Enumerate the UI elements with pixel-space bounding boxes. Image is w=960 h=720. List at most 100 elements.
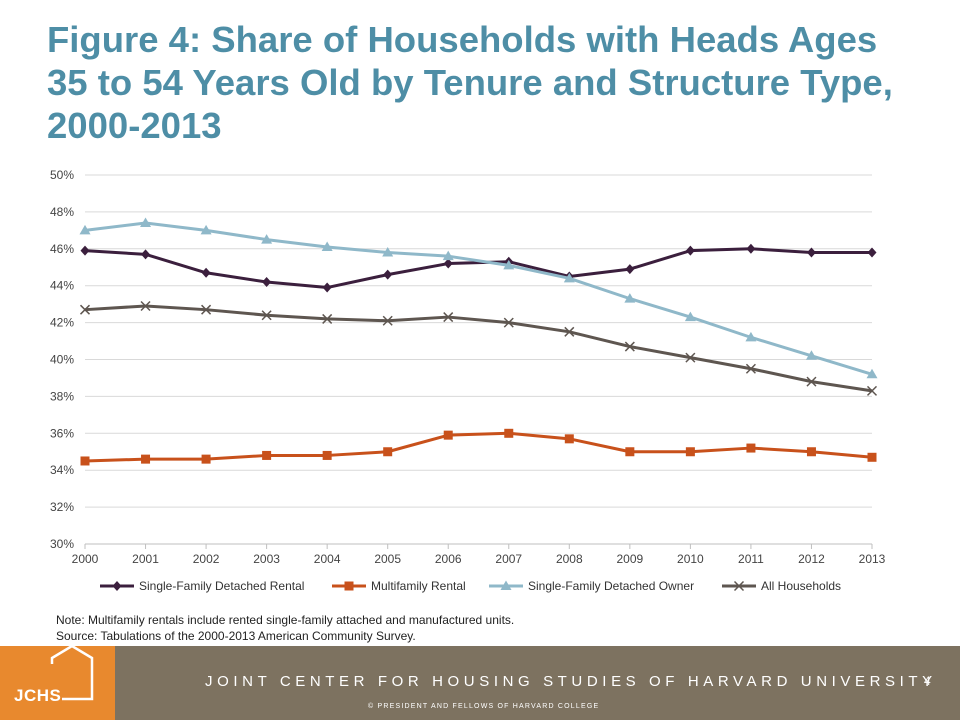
data-point <box>201 304 212 315</box>
x-tick-label: 2011 <box>738 552 764 566</box>
y-tick-label: 46% <box>50 242 74 256</box>
data-point <box>80 245 90 256</box>
data-point <box>685 447 695 457</box>
legend-marker <box>344 581 354 591</box>
data-point <box>745 331 757 342</box>
copyright-text: © PRESIDENT AND FELLOWS OF HARVARD COLLE… <box>368 703 600 710</box>
data-point <box>625 447 635 457</box>
x-tick-label: 2013 <box>859 552 886 566</box>
data-point <box>563 272 575 283</box>
data-point <box>442 250 454 261</box>
data-point <box>201 454 211 464</box>
y-tick-label: 36% <box>50 426 74 440</box>
data-point <box>79 224 91 235</box>
data-point <box>624 341 635 352</box>
data-point <box>141 249 151 260</box>
data-point <box>806 447 816 457</box>
y-tick-label: 48% <box>50 205 74 219</box>
data-point <box>443 430 453 440</box>
data-point <box>503 259 515 270</box>
data-point <box>79 304 91 315</box>
data-point <box>624 293 636 303</box>
data-point <box>140 217 152 227</box>
legend-item: Single-Family Detached Owner <box>489 579 694 593</box>
y-tick-label: 34% <box>50 463 74 477</box>
logo-text: JCHS <box>14 686 62 705</box>
data-point <box>685 352 696 363</box>
line-chart: 30% 32% 34% 36% 38% 40% 42% 44% 46% 48% 50% 2000 200… <box>50 168 886 593</box>
legend-item: Multifamily Rental <box>332 579 466 593</box>
house-logo-icon <box>50 646 94 701</box>
x-tick-label: 2003 <box>253 552 280 566</box>
x-tick-label: 2008 <box>556 552 583 566</box>
x-tick-label: 2007 <box>495 552 522 566</box>
legend-marker <box>733 580 745 592</box>
x-tick-label: 2002 <box>193 552 220 566</box>
series-4 <box>79 300 878 396</box>
legend-label: Multifamily Rental <box>371 579 466 593</box>
y-tick-label: 40% <box>50 353 74 367</box>
data-point <box>745 363 756 374</box>
series-1 <box>80 243 877 293</box>
y-tick-label: 30% <box>50 537 74 551</box>
series-line <box>84 221 873 376</box>
note-text: Note: Multifamily rentals include rented… <box>56 613 515 627</box>
data-point <box>806 376 817 387</box>
data-point <box>685 245 695 256</box>
legend-item: Single-Family Detached Rental <box>100 579 304 593</box>
data-point <box>866 368 878 379</box>
data-point <box>443 258 453 269</box>
footer-band: JOINT CENTER FOR HOUSING STUDIES OF HARV… <box>115 646 960 720</box>
x-tick-label: 2010 <box>677 552 704 566</box>
jchs-logo: JCHS <box>0 646 115 720</box>
data-point <box>262 277 272 288</box>
legend: Single-Family Detached Rental Multifamily… <box>100 579 841 593</box>
source-text: Source: Tabulations of the 2000-2013 Ame… <box>56 629 416 643</box>
data-point <box>867 247 877 258</box>
series-3 <box>79 217 878 379</box>
page-number: 4 <box>924 674 931 688</box>
data-point <box>141 454 151 464</box>
x-tick-label: 2012 <box>798 552 825 566</box>
series-group <box>79 217 878 466</box>
x-tick-label: 2009 <box>616 552 643 566</box>
data-point <box>684 311 696 322</box>
y-tick-label: 38% <box>50 389 74 403</box>
data-point <box>322 450 332 460</box>
legend-item: All Households <box>722 579 841 593</box>
legend-label: Single-Family Detached Rental <box>139 579 304 593</box>
y-tick-label: 32% <box>50 500 74 514</box>
data-point <box>321 241 333 251</box>
series-line <box>84 304 873 393</box>
data-point <box>322 313 333 324</box>
y-tick-label: 50% <box>50 168 74 182</box>
series-2 <box>80 428 877 466</box>
legend-label: All Households <box>761 579 841 593</box>
x-tick-label: 2004 <box>314 552 341 566</box>
x-tick-label: 2000 <box>72 552 99 566</box>
data-point <box>200 224 212 235</box>
series-line <box>84 431 873 463</box>
data-point <box>867 452 877 462</box>
data-point <box>383 269 393 280</box>
data-point <box>382 246 394 257</box>
data-point <box>443 312 454 323</box>
data-point <box>866 385 878 396</box>
data-point <box>261 234 273 244</box>
chart-notes: Note: Multifamily rentals include rented… <box>56 612 514 644</box>
data-point <box>262 450 272 460</box>
data-point <box>746 243 756 254</box>
legend-marker <box>112 581 122 591</box>
data-point <box>504 428 514 438</box>
data-point <box>322 282 332 293</box>
x-tick-label: 2005 <box>374 552 401 566</box>
data-point <box>806 247 816 258</box>
legend-label: Single-Family Detached Owner <box>528 579 694 593</box>
data-point <box>140 300 151 312</box>
data-point <box>503 317 514 328</box>
x-tick-label: 2001 <box>132 552 159 566</box>
organization-name: JOINT CENTER FOR HOUSING STUDIES OF HARV… <box>205 673 937 690</box>
slide-title: Figure 4: Share of Households with Heads… <box>47 19 893 146</box>
data-point <box>80 456 90 466</box>
data-point <box>805 350 817 360</box>
